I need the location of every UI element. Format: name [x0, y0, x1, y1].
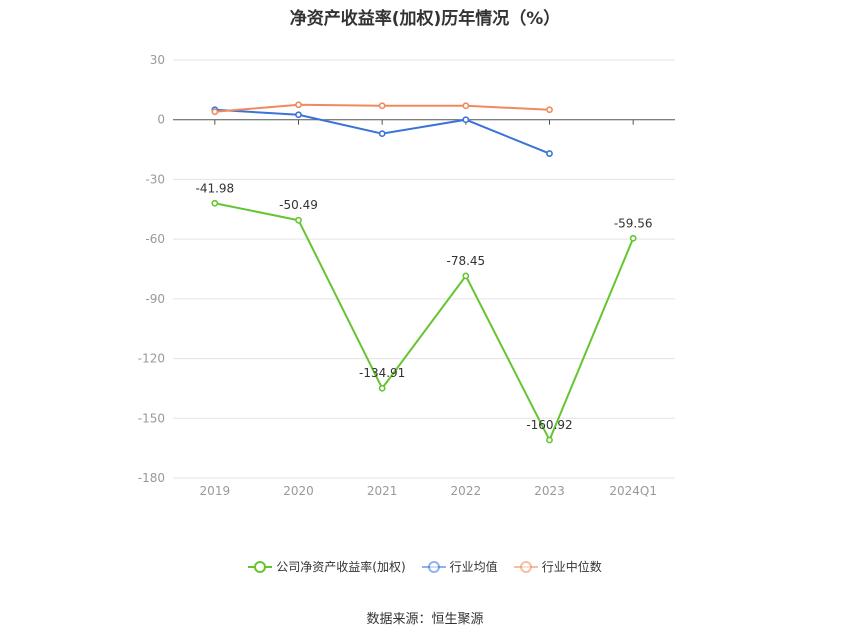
legend-marker-icon	[421, 560, 446, 573]
data-point	[546, 436, 553, 444]
legend-label: 公司净资产收益率(加权)	[276, 560, 406, 574]
y-tick-label: -30	[145, 172, 165, 186]
series-2	[211, 101, 553, 116]
data-label: -41.98	[195, 181, 234, 195]
data-point	[462, 102, 470, 110]
data-point	[462, 116, 470, 124]
y-tick-label: -120	[138, 352, 165, 366]
x-tick-label: 2024Q1	[609, 484, 657, 498]
data-label: -50.49	[279, 198, 318, 212]
data-point	[295, 216, 302, 224]
series-1	[211, 106, 553, 157]
data-point	[295, 111, 302, 119]
data-point	[378, 102, 386, 110]
series-0	[211, 199, 637, 444]
legend-marker-icon	[248, 560, 273, 573]
data-point	[546, 150, 553, 157]
y-tick-label: -180	[138, 471, 165, 485]
data-point	[546, 106, 553, 114]
y-tick-label: -60	[145, 232, 165, 246]
y-tick-label: -90	[145, 292, 165, 306]
data-point	[462, 272, 470, 280]
legend: 公司净资产收益率(加权) 行业均值 行业中位数	[0, 558, 850, 575]
data-point	[378, 130, 386, 138]
y-tick-label: 0	[157, 113, 165, 127]
data-point	[211, 108, 219, 116]
source-note: 数据来源：恒生聚源	[366, 612, 484, 627]
x-tick-label: 2023	[534, 484, 565, 498]
grid-lines	[173, 59, 675, 479]
y-tick-label: -150	[138, 411, 165, 425]
legend-item[interactable]: 行业均值	[421, 558, 498, 575]
legend-marker-icon	[513, 560, 538, 573]
y-tick-label: 30	[150, 53, 165, 67]
series-line	[214, 202, 635, 443]
data-point	[295, 101, 302, 109]
data-point	[211, 199, 219, 207]
x-tick-label: 2021	[367, 484, 398, 498]
legend-item[interactable]: 公司净资产收益率(加权)	[248, 558, 406, 575]
data-label: -59.56	[614, 216, 653, 230]
x-tick-label: 2022	[451, 484, 482, 498]
data-labels: -41.98 -50.49 -134.91 -78.45 -160.92 -59.56	[195, 181, 652, 432]
x-tick-label: 2020	[283, 484, 314, 498]
x-tick-label: 2019	[200, 484, 231, 498]
series-lines	[211, 101, 637, 444]
data-label: -134.91	[359, 366, 405, 380]
axes: 30 0 -30 -60 -90 -120 -150 -180 2019 2020 2021 2022…	[138, 53, 657, 498]
legend-label: 行业均值	[449, 560, 498, 574]
legend-label: 行业中位数	[541, 560, 602, 574]
chart-title: 净资产收益率(加权)历年情况（%）	[289, 9, 561, 29]
data-label: -78.45	[446, 254, 485, 268]
data-point	[629, 234, 637, 242]
data-point	[378, 384, 386, 392]
legend-item[interactable]: 行业中位数	[513, 558, 602, 575]
data-label: -160.92	[526, 418, 572, 432]
